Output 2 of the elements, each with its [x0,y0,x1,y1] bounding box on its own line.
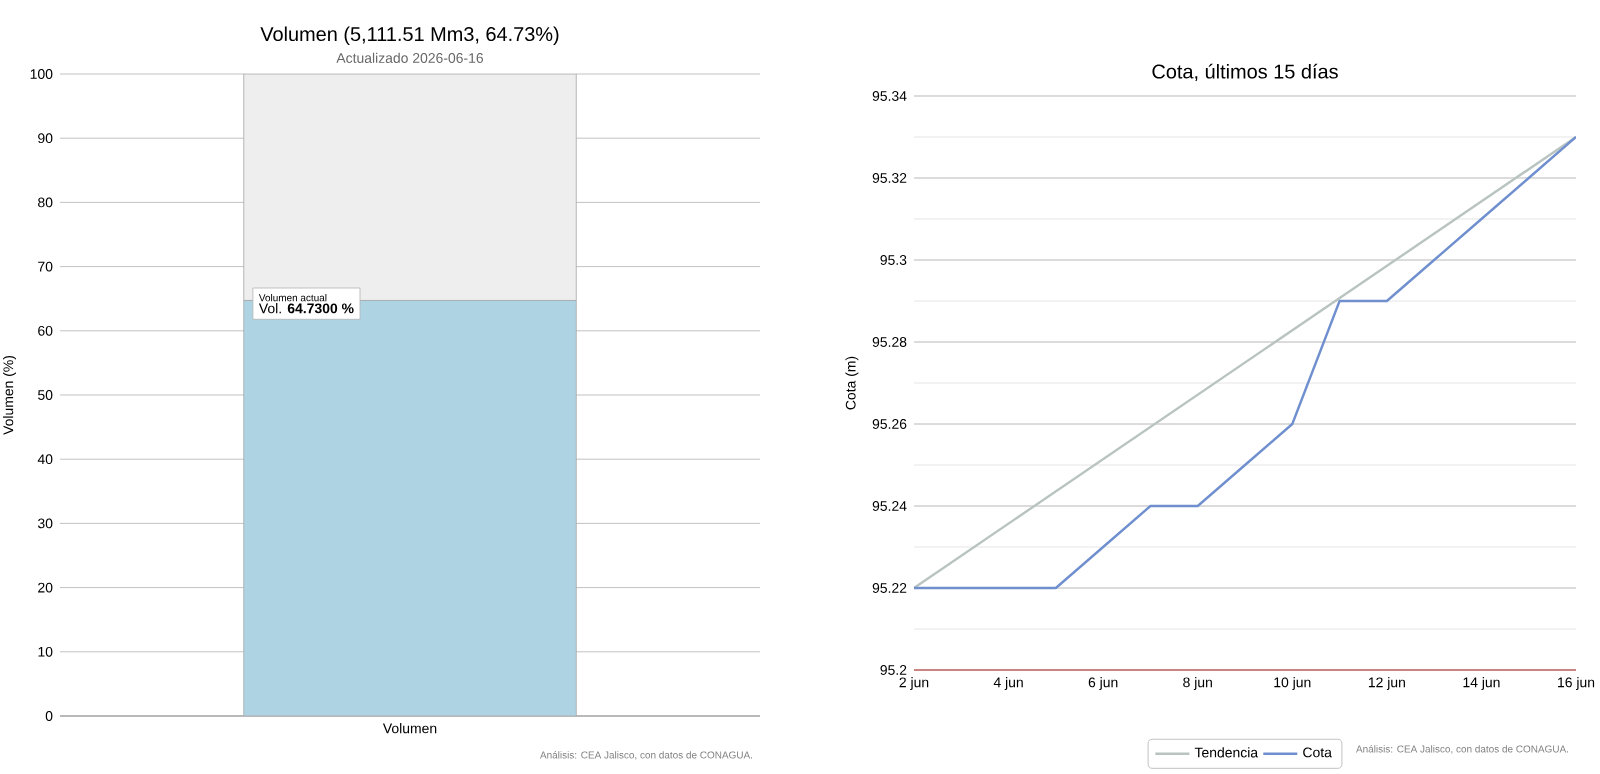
chart-title: Volumen (5,111.51 Mm3, 64.73%) [260,26,559,46]
chart-title: Cota, últimos 15 días [1152,63,1338,81]
